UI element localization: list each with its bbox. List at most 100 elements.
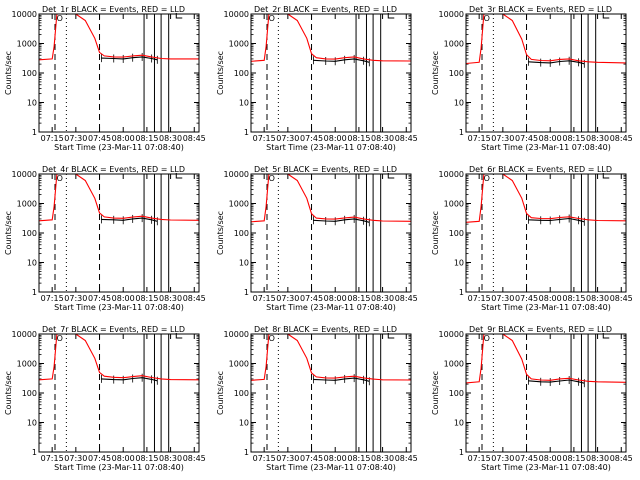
series-line-lld bbox=[466, 334, 626, 384]
x-tick-label: 07:30 bbox=[491, 454, 514, 463]
plot-frame bbox=[465, 333, 627, 453]
x-tick-label: 08:30 bbox=[586, 294, 609, 303]
x-tick-label: 07:45 bbox=[88, 454, 111, 463]
plot-frame bbox=[250, 173, 412, 293]
y-tick-label: 1 bbox=[459, 448, 464, 457]
x-axis-label: Start Time (23-Mar-11 07:08:40) bbox=[54, 143, 184, 152]
x-tick-label: 07:45 bbox=[300, 294, 323, 303]
x-tick-label: 08:00 bbox=[539, 134, 562, 143]
series-line-lld bbox=[251, 334, 411, 381]
chart-panel-8: Det_8r BLACK = Events, RED = LLD Counts/s… bbox=[216, 325, 418, 472]
x-tick-label: 07:45 bbox=[300, 454, 323, 463]
y-tick-label: 100 bbox=[22, 69, 37, 78]
x-tick-label: 07:15 bbox=[253, 454, 276, 463]
x-axis-label: Start Time (23-Mar-11 07:08:40) bbox=[54, 303, 184, 312]
y-tick-label: 100 bbox=[234, 389, 249, 398]
series-group bbox=[39, 334, 199, 385]
y-tick-label: 10 bbox=[454, 99, 464, 108]
chart-title: Det_9r BLACK = Events, RED = LLD bbox=[469, 325, 612, 334]
hook-marker bbox=[175, 173, 183, 179]
y-axis-label: Counts/sec bbox=[216, 371, 225, 415]
x-tick-label: 08:30 bbox=[371, 134, 394, 143]
plot-frame bbox=[38, 173, 200, 293]
flag-marker: O bbox=[484, 14, 490, 23]
y-tick-label: 1000 bbox=[444, 200, 464, 209]
chart-title: Det_2r BLACK = Events, RED = LLD bbox=[254, 5, 397, 14]
flag-marker: O bbox=[57, 334, 63, 343]
chart-panel-2: Det_2r BLACK = Events, RED = LLD Counts/s… bbox=[216, 5, 418, 152]
y-axis-label: Counts/sec bbox=[431, 211, 440, 255]
x-tick-label: 08:30 bbox=[371, 454, 394, 463]
y-tick-label: 1 bbox=[244, 288, 249, 297]
series-line-lld bbox=[39, 14, 199, 61]
x-tick-label: 07:30 bbox=[64, 294, 87, 303]
x-tick-label: 07:15 bbox=[41, 134, 64, 143]
y-tick-label: 10000 bbox=[12, 330, 37, 339]
x-axis-label: Start Time (23-Mar-11 07:08:40) bbox=[481, 143, 611, 152]
x-tick-label: 07:15 bbox=[41, 294, 64, 303]
plot-frame bbox=[465, 173, 627, 293]
series-line-events bbox=[101, 56, 158, 61]
x-tick-label: 08:45 bbox=[183, 134, 206, 143]
flag-marker: O bbox=[269, 174, 275, 183]
chart-title: Det_1r BLACK = Events, RED = LLD bbox=[42, 5, 185, 14]
x-tick-label: 08:45 bbox=[183, 454, 206, 463]
y-tick-label: 10 bbox=[27, 99, 37, 108]
y-tick-label: 10 bbox=[239, 419, 249, 428]
x-tick-label: 08:30 bbox=[159, 454, 182, 463]
x-tick-label: 08:00 bbox=[324, 294, 347, 303]
y-tick-label: 1 bbox=[459, 288, 464, 297]
y-tick-label: 1000 bbox=[229, 40, 249, 49]
chart-panel-9: Det_9r BLACK = Events, RED = LLD Counts/s… bbox=[431, 325, 633, 472]
plot-frame bbox=[38, 13, 200, 133]
y-tick-label: 10000 bbox=[439, 330, 464, 339]
flag-marker: O bbox=[57, 174, 63, 183]
y-tick-label: 1000 bbox=[229, 360, 249, 369]
y-tick-label: 1 bbox=[32, 288, 37, 297]
series-line-lld bbox=[251, 174, 411, 223]
chart-title: Det_6r BLACK = Events, RED = LLD bbox=[469, 165, 612, 174]
series-line-events bbox=[101, 377, 158, 382]
y-axis-label: Counts/sec bbox=[431, 371, 440, 415]
series-line-events bbox=[101, 217, 158, 222]
flag-marker: O bbox=[57, 14, 63, 23]
y-tick-label: 100 bbox=[234, 69, 249, 78]
flag-marker: O bbox=[484, 174, 490, 183]
x-tick-label: 07:45 bbox=[300, 134, 323, 143]
y-tick-label: 10 bbox=[27, 259, 37, 268]
y-tick-label: 1000 bbox=[17, 40, 37, 49]
x-axis-label: Start Time (23-Mar-11 07:08:40) bbox=[266, 143, 396, 152]
x-tick-label: 08:15 bbox=[562, 134, 585, 143]
y-tick-label: 1000 bbox=[17, 200, 37, 209]
x-tick-label: 08:15 bbox=[562, 454, 585, 463]
y-tick-label: 10000 bbox=[224, 330, 249, 339]
y-tick-label: 10000 bbox=[224, 170, 249, 179]
y-axis-label: Counts/sec bbox=[4, 371, 13, 415]
chart-panel-4: Det_4r BLACK = Events, RED = LLD Counts/s… bbox=[4, 165, 206, 312]
y-tick-label: 1 bbox=[32, 448, 37, 457]
y-axis-label: Counts/sec bbox=[216, 51, 225, 95]
x-tick-label: 08:00 bbox=[539, 454, 562, 463]
chart-title: Det_5r BLACK = Events, RED = LLD bbox=[254, 165, 397, 174]
chart-title: Det_8r BLACK = Events, RED = LLD bbox=[254, 325, 397, 334]
x-tick-label: 07:15 bbox=[253, 134, 276, 143]
x-tick-label: 08:45 bbox=[395, 134, 418, 143]
series-group bbox=[251, 14, 411, 67]
series-line-events bbox=[313, 58, 370, 63]
y-tick-label: 100 bbox=[449, 389, 464, 398]
x-tick-label: 08:45 bbox=[183, 294, 206, 303]
x-tick-label: 08:30 bbox=[371, 294, 394, 303]
x-tick-label: 08:00 bbox=[324, 134, 347, 143]
series-group bbox=[466, 334, 626, 388]
y-tick-label: 10000 bbox=[439, 10, 464, 19]
series-line-events bbox=[528, 217, 585, 223]
series-line-events bbox=[528, 379, 585, 384]
x-axis-label: Start Time (23-Mar-11 07:08:40) bbox=[266, 463, 396, 472]
plot-frame bbox=[250, 333, 412, 453]
x-tick-label: 08:00 bbox=[112, 294, 135, 303]
x-axis-label: Start Time (23-Mar-11 07:08:40) bbox=[481, 303, 611, 312]
chart-title: Det_7r BLACK = Events, RED = LLD bbox=[42, 325, 185, 334]
x-tick-label: 08:30 bbox=[159, 294, 182, 303]
x-tick-label: 08:45 bbox=[610, 134, 633, 143]
x-tick-label: 08:45 bbox=[610, 454, 633, 463]
